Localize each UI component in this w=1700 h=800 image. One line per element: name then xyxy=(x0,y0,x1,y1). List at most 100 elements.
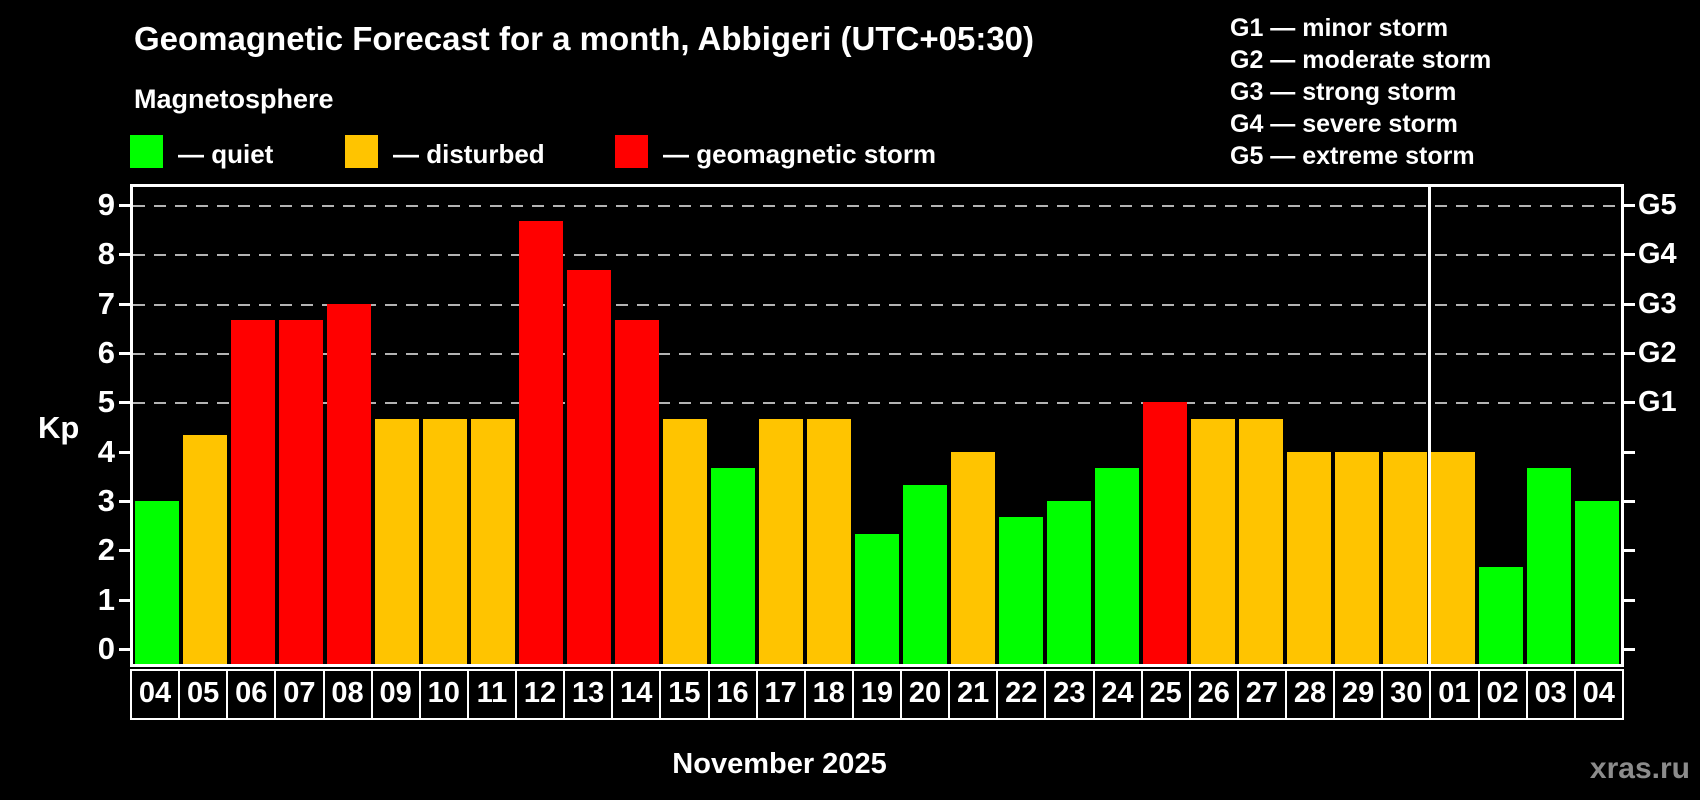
day-label: 14 xyxy=(611,671,659,718)
gridline-kp9 xyxy=(133,204,1621,207)
bar-slot xyxy=(373,187,421,664)
day-label: 22 xyxy=(996,671,1044,718)
bar-slot xyxy=(1525,187,1573,664)
day-label: 04 xyxy=(1573,671,1622,718)
bar-slot xyxy=(1141,187,1189,664)
day-label: 29 xyxy=(1333,671,1381,718)
kp-bar-day-04 xyxy=(1575,501,1619,664)
bar-slot xyxy=(1285,187,1333,664)
kp-bar-day-04 xyxy=(135,501,179,664)
kp-bar-day-06 xyxy=(231,319,275,664)
day-label: 27 xyxy=(1236,671,1285,718)
kp-bar-day-28 xyxy=(1287,451,1331,664)
day-label: 15 xyxy=(659,671,707,718)
kp-bar-day-17 xyxy=(759,418,803,664)
kp-bar-day-22 xyxy=(999,517,1043,664)
kp-bar-day-12 xyxy=(519,221,563,664)
kp-bar-day-11 xyxy=(471,418,515,664)
bar-slot xyxy=(1381,187,1429,664)
day-label: 02 xyxy=(1477,671,1526,718)
kp-bar-day-29 xyxy=(1335,451,1379,664)
y-axis-tick-left xyxy=(119,648,130,652)
bar-slot xyxy=(1237,187,1285,664)
day-label: 19 xyxy=(851,671,900,718)
chart-subtitle: Magnetosphere xyxy=(134,84,334,114)
y-axis-tick-right xyxy=(1624,549,1635,553)
kp-bar-day-18 xyxy=(807,418,851,664)
day-label: 16 xyxy=(707,671,756,718)
bar-slot xyxy=(133,187,181,664)
plot-area: 0 1 2 3 4 5 6 7 8 9 G1 G2 G3 G4 G5 xyxy=(98,184,1677,667)
kp-bar-day-05 xyxy=(183,435,227,664)
bar-slot xyxy=(517,187,565,664)
y-axis-tick-right xyxy=(1624,500,1635,504)
y-axis-label-2: 2 xyxy=(97,532,115,568)
y-axis-tick-left xyxy=(119,351,130,355)
kp-bar-day-30 xyxy=(1383,451,1427,664)
kp-bar-day-27 xyxy=(1239,418,1283,664)
y-axis-tick-left xyxy=(119,203,130,207)
y-axis-title: Kp xyxy=(38,410,80,445)
y-axis-tick-right xyxy=(1624,253,1635,257)
y-axis-tick-right xyxy=(1624,203,1635,207)
bar-slot xyxy=(805,187,853,664)
bar-slot xyxy=(1045,187,1093,664)
day-label: 11 xyxy=(466,671,515,718)
day-label: 28 xyxy=(1285,671,1333,718)
bar-slot xyxy=(229,187,277,664)
day-label: 04 xyxy=(138,677,172,709)
kp-bar-day-14 xyxy=(615,319,659,664)
bar-slot xyxy=(469,187,517,664)
kp-bar-day-24 xyxy=(1095,467,1139,664)
day-label: 01 xyxy=(1429,671,1477,718)
day-label: 30 xyxy=(1381,671,1429,718)
storm-scale-item: G1 — minor storm xyxy=(1230,14,1449,42)
day-label: 21 xyxy=(948,671,996,718)
storm-scale-item: G4 — severe storm xyxy=(1230,110,1458,138)
kp-bar-day-03 xyxy=(1527,467,1571,664)
day-label: 26 xyxy=(1188,671,1237,718)
y-axis-tick-left xyxy=(119,549,130,553)
kp-bar-day-01 xyxy=(1431,451,1475,664)
day-label: 18 xyxy=(803,671,852,718)
y-axis-tick-left xyxy=(119,253,130,257)
kp-bar-day-19 xyxy=(855,534,899,664)
kp-bar-day-25 xyxy=(1143,402,1187,664)
y-axis-label-8: 8 xyxy=(97,236,115,272)
bar-slot xyxy=(277,187,325,664)
chart-title: Geomagnetic Forecast for a month, Abbige… xyxy=(134,20,1035,57)
x-axis-label-row: 04 05 06 07 08 09 10 11 12 13 14 15 16 17 18 19 20 21 22 23… xyxy=(130,669,1624,720)
y-axis-label-5: 5 xyxy=(97,384,115,420)
y-axis-tick-left xyxy=(119,500,130,504)
gridline-kp5 xyxy=(133,402,1621,405)
y-axis-tick-right xyxy=(1624,450,1635,454)
month-divider xyxy=(1427,187,1431,664)
kp-bar-day-10 xyxy=(423,418,467,664)
kp-bar-day-15 xyxy=(663,418,707,664)
legend-swatch-storm xyxy=(615,135,648,168)
legend-swatch-disturbed xyxy=(345,135,378,168)
bar-slot xyxy=(1189,187,1237,664)
y-axis-label-3: 3 xyxy=(97,483,115,519)
day-label: 20 xyxy=(900,671,948,718)
y-axis-tick-right xyxy=(1624,648,1635,652)
kp-bar-day-16 xyxy=(711,467,755,664)
y-axis-label-4: 4 xyxy=(97,433,115,469)
y-axis-tick-right xyxy=(1624,401,1635,405)
storm-scale-item: G5 — extreme storm xyxy=(1230,142,1475,170)
y-axis-tick-right xyxy=(1624,598,1635,602)
watermark: xras.ru xyxy=(1589,752,1690,785)
day-label: 12 xyxy=(515,671,563,718)
gridline-kp8 xyxy=(133,254,1621,257)
bar-slot xyxy=(1093,187,1141,664)
bar-slot xyxy=(181,187,229,664)
legend-swatch-quiet xyxy=(130,135,163,168)
day-label: 03 xyxy=(1525,671,1574,718)
gridline-kp7 xyxy=(133,303,1621,306)
y-axis-tick-left xyxy=(119,401,130,405)
bar-slot xyxy=(661,187,709,664)
day-label: 25 xyxy=(1140,671,1189,718)
kp-bar-day-20 xyxy=(903,484,947,664)
y-axis-tick-right xyxy=(1624,302,1635,306)
